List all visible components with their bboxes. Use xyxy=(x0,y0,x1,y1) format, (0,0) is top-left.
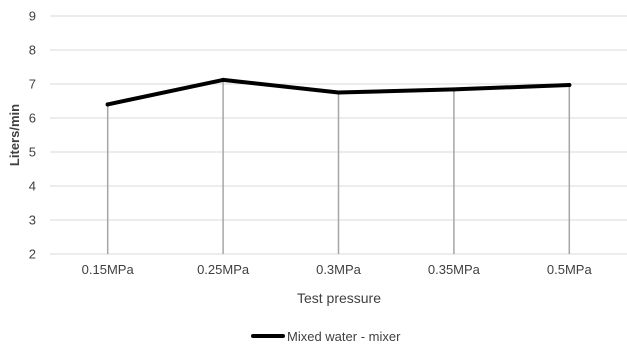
data-point xyxy=(567,83,572,88)
legend: Mixed water - mixer xyxy=(251,329,401,344)
x-tick-label: 0.25MPa xyxy=(197,262,250,277)
x-tick-label: 0.15MPa xyxy=(82,262,135,277)
x-tick-label: 0.35MPa xyxy=(428,262,481,277)
data-point xyxy=(336,90,341,95)
y-axis-label: Liters/min xyxy=(7,104,22,166)
series-layer xyxy=(105,77,572,107)
y-tick-label: 2 xyxy=(29,247,36,262)
x-tick-labels: 0.15MPa 0.25MPa 0.3MPa 0.35MPa 0.5MPa xyxy=(82,262,593,277)
y-tick-label: 5 xyxy=(29,145,36,160)
y-tick-labels: 2 3 4 5 6 7 8 9 xyxy=(29,9,36,262)
y-tick-label: 6 xyxy=(29,111,36,126)
drop-lines-layer xyxy=(106,79,571,254)
x-tick-label: 0.5MPa xyxy=(547,262,593,277)
y-tick-label: 4 xyxy=(29,179,36,194)
data-point xyxy=(221,77,226,82)
y-tick-label: 3 xyxy=(29,213,36,228)
data-point xyxy=(105,102,110,107)
legend-label: Mixed water - mixer xyxy=(287,329,401,344)
data-point xyxy=(451,87,456,92)
x-axis-label: Test pressure xyxy=(297,290,381,306)
x-tick-label: 0.3MPa xyxy=(316,262,362,277)
y-tick-label: 9 xyxy=(29,9,36,24)
y-tick-label: 8 xyxy=(29,43,36,58)
y-tick-label: 7 xyxy=(29,77,36,92)
